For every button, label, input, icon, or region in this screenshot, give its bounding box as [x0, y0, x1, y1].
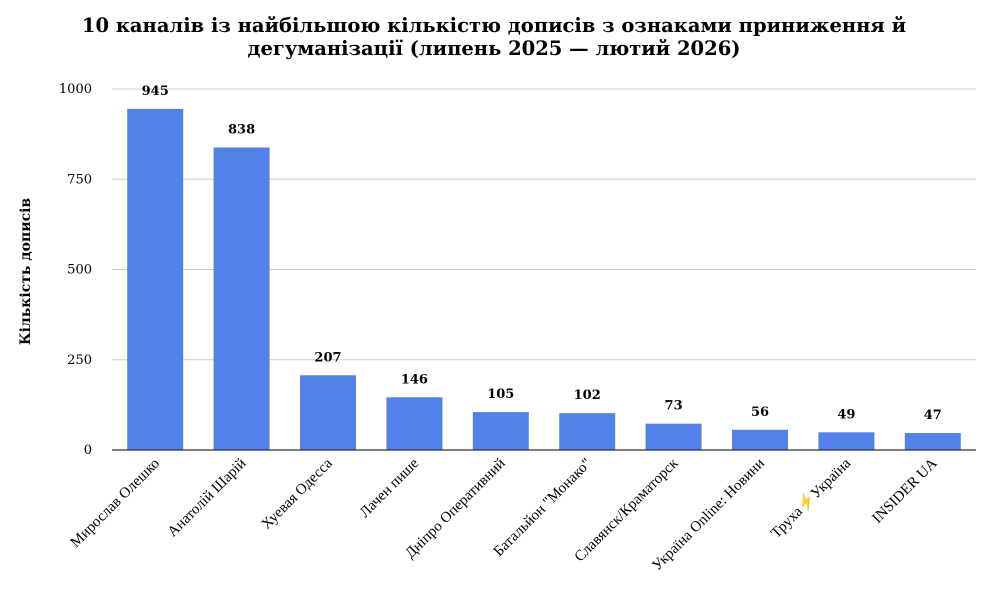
- bar: [904, 433, 961, 450]
- data-label: 146: [401, 372, 428, 387]
- bar: [645, 423, 702, 450]
- bar: [300, 375, 356, 450]
- data-label: 73: [665, 399, 683, 414]
- chart-title-line-2: дегуманізації (липень 2025 — лютий 2026): [247, 37, 741, 60]
- bar: [127, 108, 184, 450]
- x-tick-label: Мирослав Олешко: [68, 456, 163, 551]
- x-tick-label: Батальйон "Монако": [491, 456, 595, 560]
- x-tick-label: Труха⚡Україна: [767, 454, 855, 542]
- data-label: 207: [314, 350, 341, 365]
- bar: [386, 397, 443, 450]
- y-tick-label: 500: [67, 263, 92, 278]
- y-tick-label: 750: [67, 172, 92, 187]
- data-label: 838: [228, 122, 255, 137]
- data-label: 945: [142, 84, 169, 99]
- bars: [127, 108, 961, 450]
- bar: [818, 432, 875, 450]
- x-tick-label: Лачен пише: [357, 455, 423, 521]
- chart-title: 10 каналів із найбільшою кількістю допис…: [0, 14, 988, 60]
- bar: [559, 413, 616, 450]
- y-axis-title: Кількість дописів: [18, 198, 34, 346]
- data-label: 47: [924, 408, 942, 423]
- x-tick-label: Анатолій Шарій: [165, 456, 250, 541]
- bar: [213, 147, 270, 450]
- bar: [732, 429, 788, 450]
- chart-title-line-1: 10 каналів із найбільшою кількістю допис…: [81, 14, 907, 37]
- data-label: 102: [574, 388, 601, 403]
- bar: [472, 412, 529, 450]
- data-label: 56: [751, 405, 769, 420]
- y-tick-label: 250: [67, 353, 92, 368]
- x-tick-label: Хуевая Одесса: [259, 455, 336, 532]
- data-label: 105: [487, 387, 514, 402]
- data-label: 49: [837, 407, 855, 422]
- x-tick-label: INSIDER UA: [869, 455, 940, 526]
- y-tick-label: 1000: [59, 82, 92, 97]
- y-tick-label: 0: [84, 443, 92, 458]
